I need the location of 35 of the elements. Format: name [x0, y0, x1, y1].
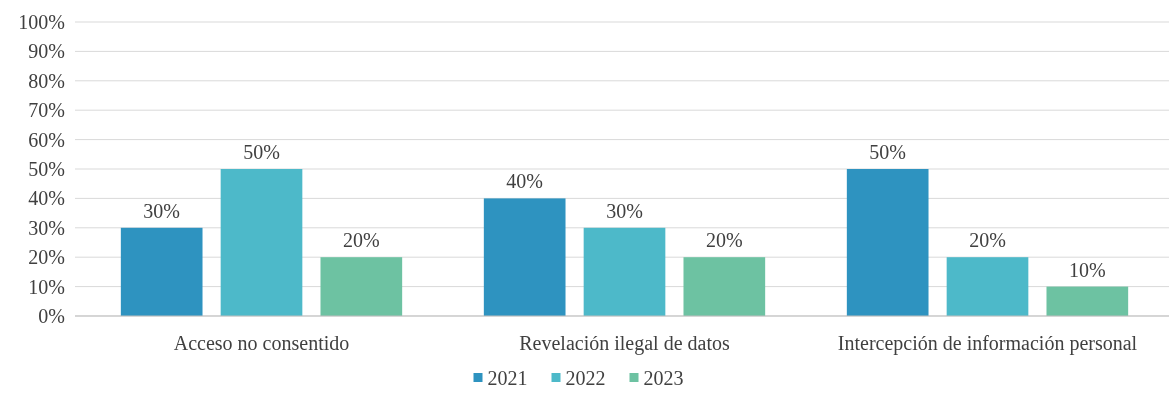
x-tick-label: Intercepción de información personal	[837, 332, 1138, 355]
y-tick-label: 30%	[28, 216, 65, 239]
y-tick-label: 90%	[28, 40, 65, 63]
legend-label: 2021	[487, 367, 528, 389]
text: 50%	[243, 141, 280, 163]
bar	[220, 169, 303, 316]
y-tick-label: 0%	[38, 305, 65, 327]
bar	[1046, 286, 1129, 316]
text: 20%	[705, 229, 743, 252]
x-tick-label: Revelación ilegal de datos	[519, 332, 730, 355]
text: 40%	[506, 170, 544, 193]
y-tick-label: 10%	[28, 275, 65, 298]
y-tick-label: 60%	[28, 128, 65, 151]
bar	[946, 257, 1029, 316]
bar	[320, 257, 403, 316]
legend-label: 2023	[643, 367, 684, 389]
y-tick-label: 50%	[28, 158, 65, 180]
y-tick-label: 70%	[28, 99, 65, 122]
bar	[483, 198, 566, 316]
bar	[583, 227, 666, 316]
y-tick-label: 80%	[28, 69, 65, 92]
text: 30%	[143, 199, 181, 222]
text: 20%	[342, 229, 380, 252]
text: 20%	[969, 229, 1006, 252]
y-tick-label: 20%	[28, 246, 65, 269]
y-tick-label: 40%	[28, 187, 65, 210]
text: 50%	[869, 141, 907, 163]
y-tick-label: 100%	[18, 11, 65, 33]
bar	[120, 227, 203, 316]
bar	[683, 257, 766, 316]
text: 30%	[606, 199, 643, 222]
text: 10%	[1068, 258, 1106, 281]
bar	[846, 169, 929, 316]
legend-label: 2022	[565, 367, 606, 389]
x-tick-label: Acceso no consentido	[173, 332, 350, 354]
